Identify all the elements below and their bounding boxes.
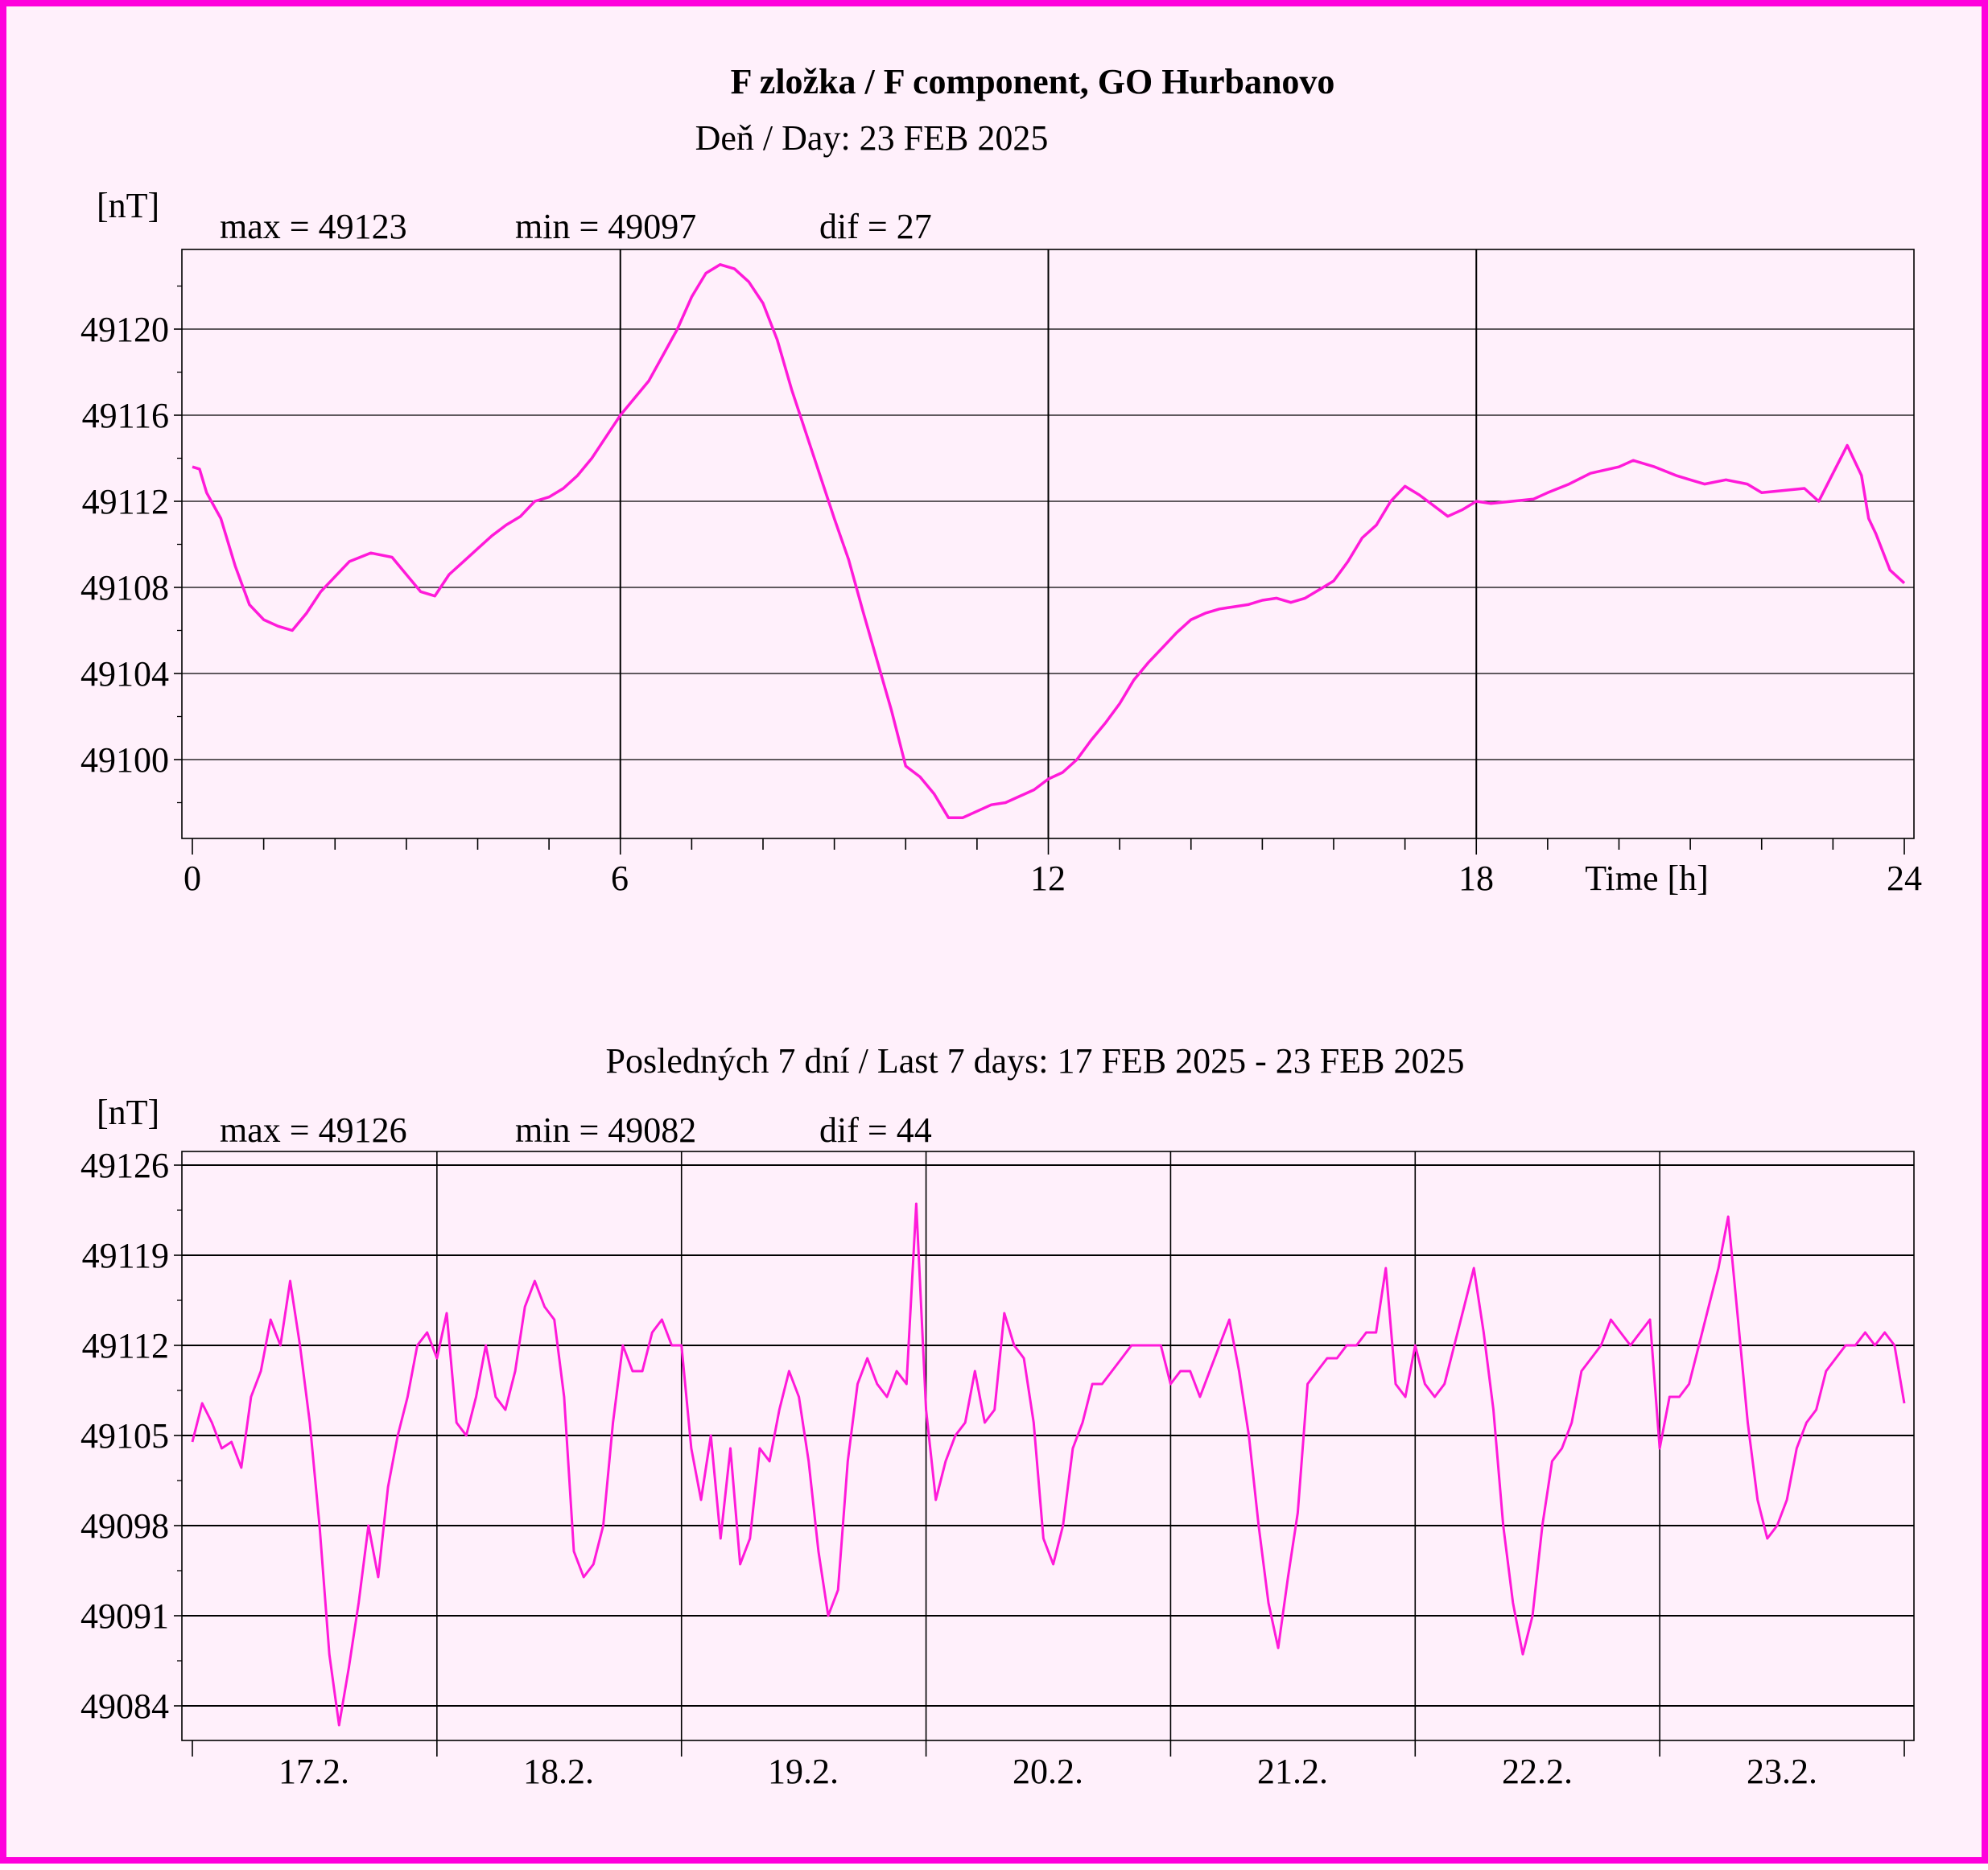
week-y-tick-label-49084: 49084 bbox=[80, 1687, 169, 1726]
week-stat-min: min = 49082 bbox=[515, 1110, 696, 1150]
day-x-tick-label-24: 24 bbox=[1887, 859, 1922, 898]
main-title: F zložka / F component, GO Hurbanovo bbox=[731, 62, 1335, 101]
day-y-tick-label-49108: 49108 bbox=[80, 568, 169, 608]
day-x-tick-label-18: 18 bbox=[1458, 859, 1494, 898]
week-x-tick-label-17: 17.2. bbox=[278, 1752, 349, 1791]
day-y-tick-label-49120: 49120 bbox=[80, 310, 169, 349]
week-plot-frame bbox=[181, 1151, 1915, 1741]
week-x-tick-label-19: 19.2. bbox=[768, 1752, 839, 1791]
week-unit-label: [nT] bbox=[97, 1093, 159, 1132]
week-stat-dif: dif = 44 bbox=[819, 1110, 932, 1150]
day-x-axis-label: Time [h] bbox=[1585, 859, 1709, 898]
day-x-tick-label-0: 0 bbox=[184, 859, 201, 898]
week-y-tick-label-49091: 49091 bbox=[80, 1596, 169, 1636]
week-y-tick-label-49112: 49112 bbox=[82, 1326, 169, 1365]
day-plot-area bbox=[174, 249, 1915, 855]
week-x-tick-label-20: 20.2. bbox=[1013, 1752, 1083, 1791]
day-y-tick-label-49104: 49104 bbox=[80, 654, 169, 694]
day-y-tick-label-49100: 49100 bbox=[80, 740, 169, 780]
week-x-tick-label-23: 23.2. bbox=[1747, 1752, 1817, 1791]
day-stat-max: max = 49123 bbox=[220, 207, 407, 246]
week-x-tick-label-18: 18.2. bbox=[523, 1752, 594, 1791]
day-x-tick-label-12: 12 bbox=[1030, 859, 1066, 898]
day-series-line bbox=[192, 263, 1906, 819]
day-subtitle: Deň / Day: 23 FEB 2025 bbox=[695, 118, 1049, 158]
day-x-tick-label-6: 6 bbox=[611, 859, 629, 898]
week-y-tick-label-49126: 49126 bbox=[80, 1146, 169, 1185]
week-x-tick-label-21: 21.2. bbox=[1257, 1752, 1328, 1791]
week-y-tick-label-49119: 49119 bbox=[82, 1236, 169, 1275]
day-y-tick-label-49112: 49112 bbox=[82, 482, 169, 521]
week-subtitle: Posledných 7 dní / Last 7 days: 17 FEB 2… bbox=[606, 1041, 1465, 1081]
week-stat-max: max = 49126 bbox=[220, 1110, 407, 1150]
week-y-tick-label-49098: 49098 bbox=[80, 1506, 169, 1546]
day-stat-min: min = 49097 bbox=[515, 207, 696, 246]
day-unit-label: [nT] bbox=[97, 186, 159, 225]
week-plot-area bbox=[174, 1151, 1915, 1757]
week-y-tick-label-49105: 49105 bbox=[80, 1416, 169, 1456]
day-y-tick-label-49116: 49116 bbox=[82, 396, 169, 435]
week-series-line bbox=[191, 1202, 1906, 1727]
week-x-tick-label-22: 22.2. bbox=[1502, 1752, 1573, 1791]
charts-canvas: F zložka / F component, GO Hurbanovo Deň… bbox=[80, 62, 1922, 1791]
day-stat-dif: dif = 27 bbox=[819, 207, 932, 246]
